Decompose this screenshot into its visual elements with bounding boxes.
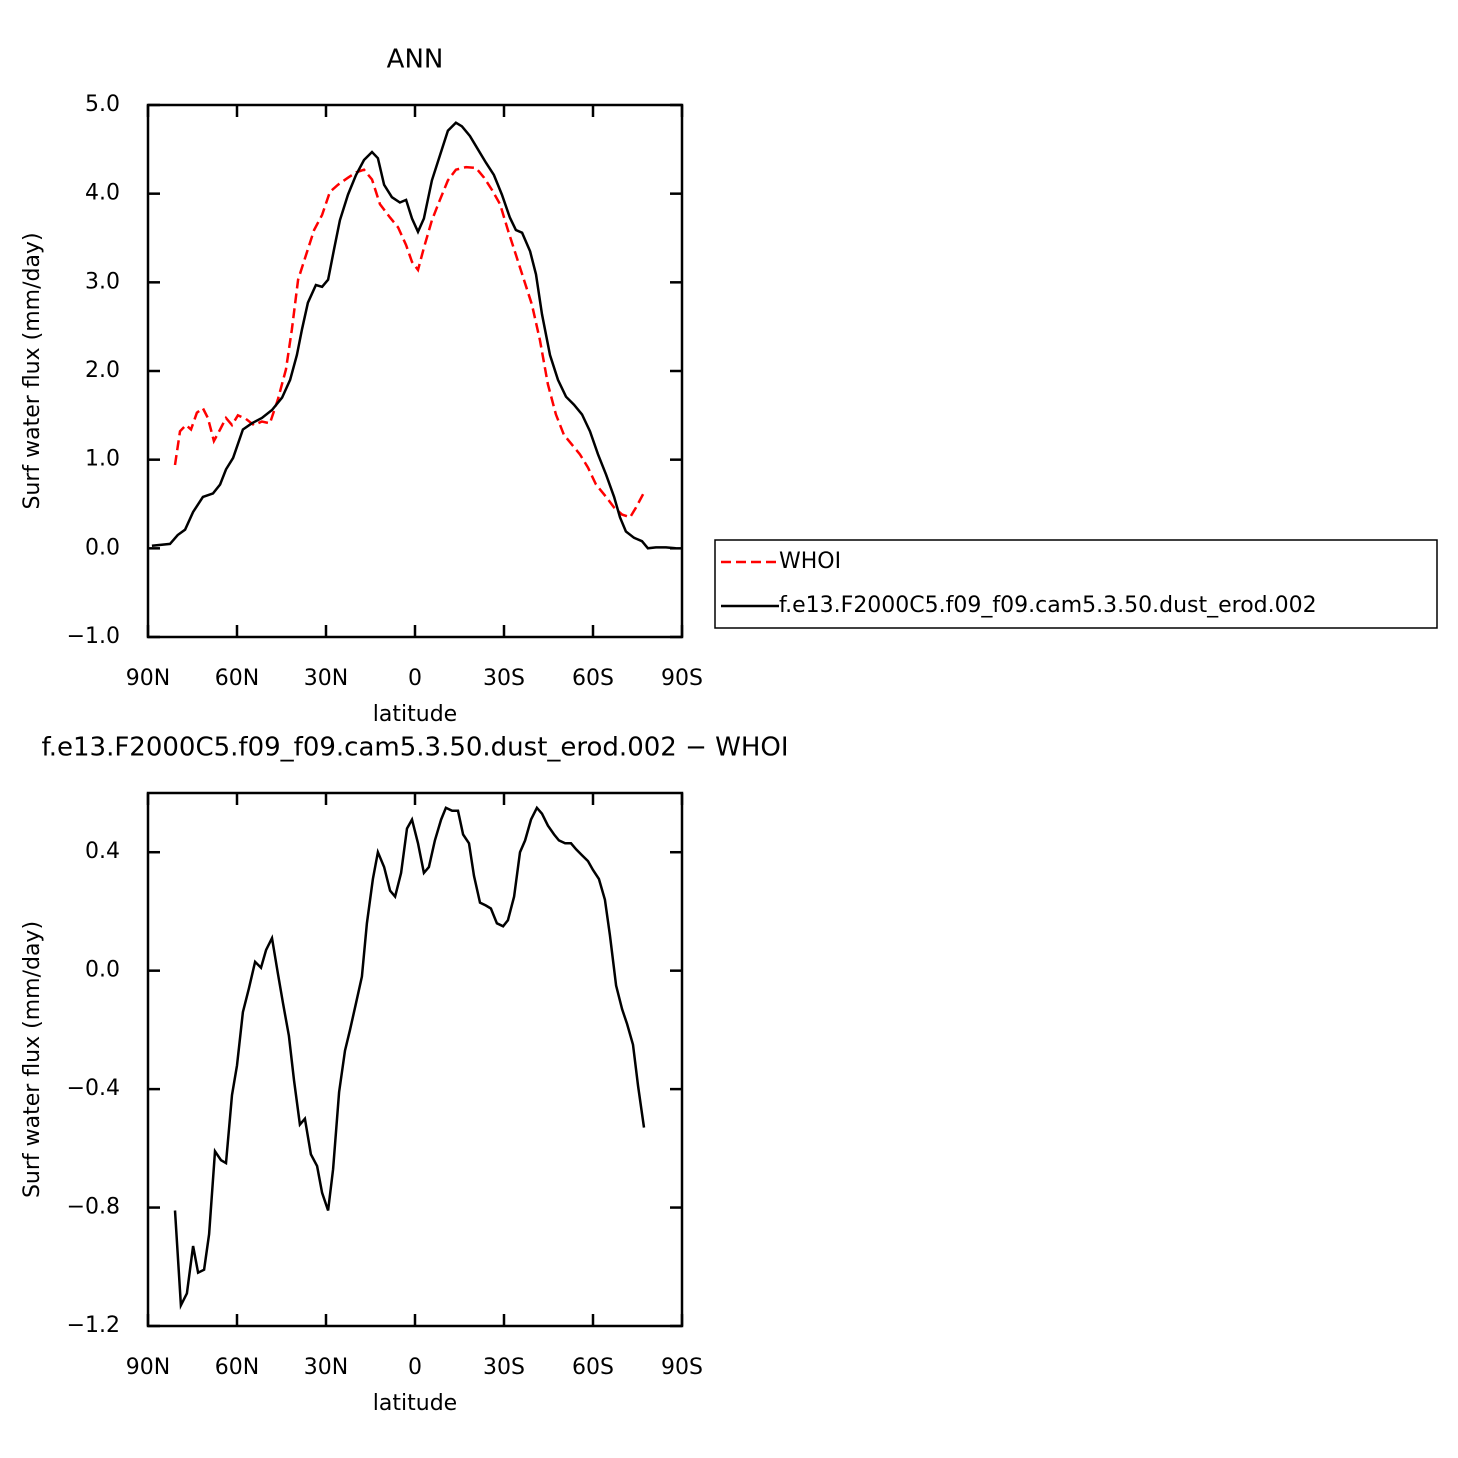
y-tick-label: 1.0 <box>85 447 120 472</box>
x-tick-label: 30N <box>304 1355 348 1380</box>
y-axis-label: Surf water flux (mm/day) <box>20 232 45 509</box>
data-line <box>173 165 645 519</box>
x-tick-label: 60N <box>215 1355 259 1380</box>
x-tick-label: 90S <box>661 666 703 691</box>
data-line <box>151 121 676 550</box>
y-tick-label: 2.0 <box>85 358 120 383</box>
x-tick-label: 60S <box>572 666 614 691</box>
chart-title: ANN <box>387 45 444 75</box>
x-tick-label: 0 <box>408 1355 422 1380</box>
y-tick-label: −1.2 <box>67 1313 120 1338</box>
legend-box <box>714 539 1438 629</box>
x-tick-label: 30N <box>304 666 348 691</box>
y-tick-label: 0.0 <box>85 535 120 560</box>
chart-title: f.e13.F2000C5.f09_f09.cam5.3.50.dust_ero… <box>41 733 788 763</box>
y-tick-label: −0.8 <box>67 1195 120 1220</box>
x-tick-label: 30S <box>483 666 525 691</box>
x-tick-label: 90N <box>126 666 170 691</box>
plot-frame <box>146 103 684 639</box>
x-tick-label: 90N <box>126 1355 170 1380</box>
x-axis-label: latitude <box>373 702 457 727</box>
y-tick-label: 4.0 <box>85 181 120 206</box>
y-tick-label: 3.0 <box>85 269 120 294</box>
plot-frame <box>146 791 684 1328</box>
y-tick-label: −0.4 <box>67 1076 120 1101</box>
y-axis-label: Surf water flux (mm/day) <box>20 921 45 1198</box>
x-tick-label: 30S <box>483 1355 525 1380</box>
y-tick-label: 5.0 <box>85 92 120 117</box>
x-tick-label: 60N <box>215 666 259 691</box>
x-tick-label: 90S <box>661 1355 703 1380</box>
legend-label: WHOI <box>779 549 841 574</box>
x-tick-label: 0 <box>408 666 422 691</box>
y-tick-label: 0.0 <box>85 958 120 983</box>
y-tick-label: −1.0 <box>67 624 120 649</box>
data-line <box>173 805 646 1310</box>
legend-label: f.e13.F2000C5.f09_f09.cam5.3.50.dust_ero… <box>779 593 1317 618</box>
x-tick-label: 60S <box>572 1355 614 1380</box>
x-axis-label: latitude <box>373 1391 457 1416</box>
y-tick-label: 0.4 <box>85 839 120 864</box>
